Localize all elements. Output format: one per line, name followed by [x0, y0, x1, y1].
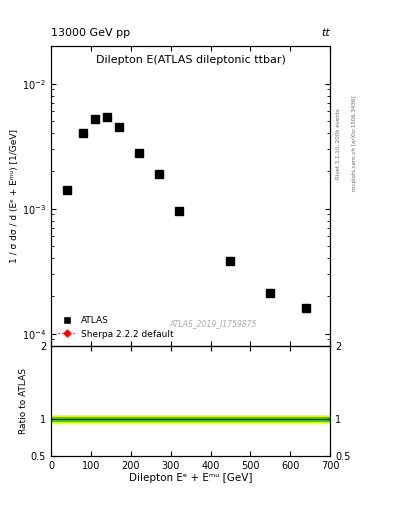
Y-axis label: 1 / σ dσ / d (Eᵉ + Eᵐᵘ) [1/GeV]: 1 / σ dσ / d (Eᵉ + Eᵐᵘ) [1/GeV]: [10, 129, 19, 263]
X-axis label: Dilepton Eᵉ + Eᵐᵘ [GeV]: Dilepton Eᵉ + Eᵐᵘ [GeV]: [129, 473, 252, 483]
Text: ATLAS_2019_I1759875: ATLAS_2019_I1759875: [169, 319, 257, 328]
Legend: ATLAS, Sherpa 2.2.2 default: ATLAS, Sherpa 2.2.2 default: [55, 313, 176, 342]
Bar: [51, 415, 330, 423]
Text: Dilepton E(ATLAS dileptonic ttbar): Dilepton E(ATLAS dileptonic ttbar): [95, 55, 286, 65]
Text: Rivet 3.1.10, 200k events: Rivet 3.1.10, 200k events: [336, 108, 341, 179]
Bar: [51, 417, 330, 421]
Y-axis label: Ratio to ATLAS: Ratio to ATLAS: [19, 368, 28, 434]
Text: mcplots.cern.ch [arXiv:1306.3436]: mcplots.cern.ch [arXiv:1306.3436]: [352, 96, 357, 191]
Text: tt: tt: [321, 28, 330, 38]
Text: 13000 GeV pp: 13000 GeV pp: [51, 28, 130, 38]
